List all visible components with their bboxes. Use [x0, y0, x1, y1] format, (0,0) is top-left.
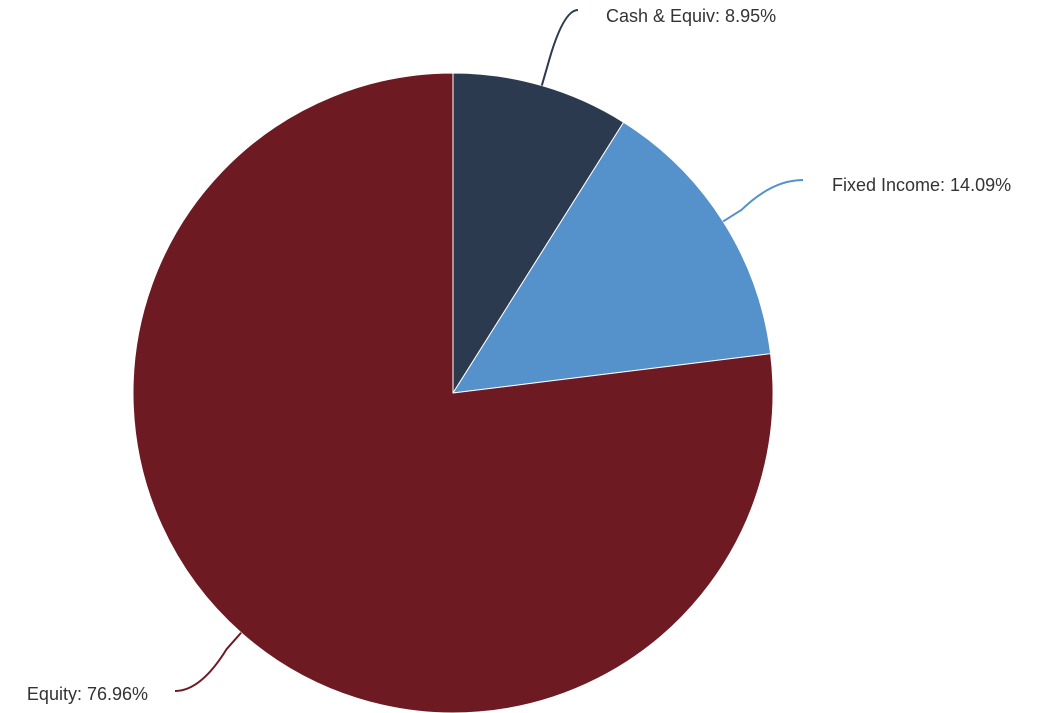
slice-labels: Cash & Equiv: 8.95% Fixed Income: 14.09%… [27, 6, 1011, 704]
pie-slice-equity [132, 72, 774, 713]
slice-label-equity: Equity: 76.96% [27, 684, 148, 704]
pie-slices [132, 72, 774, 713]
slice-label-fixed-income: Fixed Income: 14.09% [832, 175, 1011, 195]
slice-label-cash-equiv: Cash & Equiv: 8.95% [606, 6, 776, 26]
pie-slice-cash-equiv [452, 72, 625, 395]
leader-line-equity [174, 632, 242, 692]
leader-line-fixed-income [722, 179, 804, 223]
leader-lines [174, 9, 804, 692]
leader-line-cash-equiv [540, 9, 579, 86]
